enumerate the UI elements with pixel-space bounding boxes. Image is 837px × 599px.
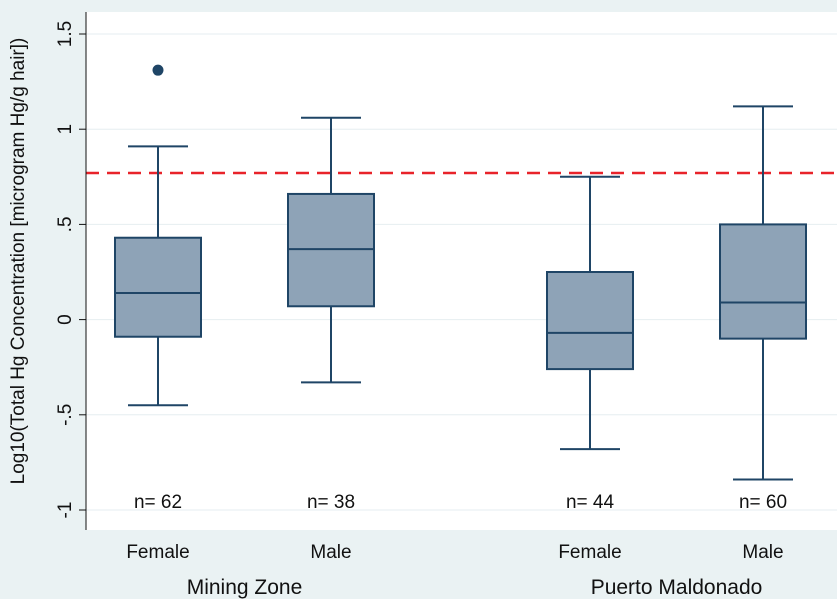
y-tick-label: 0	[55, 314, 76, 325]
group-label: Mining Zone	[187, 576, 303, 599]
y-tick-label: 1	[55, 124, 76, 135]
category-label: Male	[742, 542, 783, 563]
y-tick-label: -1	[55, 502, 76, 519]
sample-size-label: n= 60	[739, 492, 787, 513]
outlier-point	[152, 64, 164, 76]
y-tick-label: .5	[55, 216, 76, 232]
sample-size-label: n= 62	[134, 492, 182, 513]
plot-area	[86, 12, 837, 530]
y-axis: 1.51.50-.5-1	[55, 12, 87, 530]
category-label: Male	[310, 542, 351, 563]
y-axis-title: Log10(Total Hg Concentration [microgram …	[8, 38, 29, 485]
category-label: Female	[126, 542, 189, 563]
sample-size-label: n= 44	[566, 492, 615, 513]
box-iqr	[114, 236, 202, 338]
boxes-layer	[114, 64, 807, 481]
labels-layer: n= 62 Female n= 38 Male n= 44 Female n= 60 Male…	[126, 492, 787, 599]
box-iqr	[546, 271, 634, 371]
y-tick-label: -.5	[55, 404, 76, 426]
box-iqr	[719, 223, 807, 340]
grid-lines	[86, 33, 837, 511]
y-tick-label: 1.5	[55, 21, 76, 47]
group-label: Puerto Maldonado	[591, 576, 763, 599]
sample-size-label: n= 38	[307, 492, 355, 513]
category-label: Female	[558, 542, 621, 563]
